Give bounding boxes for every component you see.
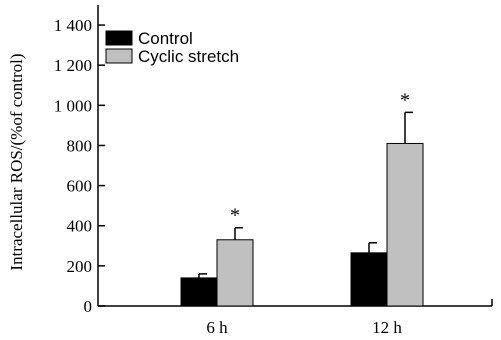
legend-label: Control xyxy=(138,29,193,48)
y-tick-label: 1 400 xyxy=(54,16,92,35)
legend-swatch-control xyxy=(105,30,133,46)
y-tick-label: 1 200 xyxy=(54,56,92,75)
bars xyxy=(180,142,424,307)
error-bars xyxy=(198,111,413,278)
y-tick-label: 200 xyxy=(67,257,93,276)
y-tick-label: 600 xyxy=(67,177,93,196)
bar-control xyxy=(350,252,388,307)
y-tick-label: 800 xyxy=(67,136,93,155)
y-axis-label: Intracellular ROS/(%of control) xyxy=(7,53,26,270)
significance-mark: * xyxy=(400,89,410,111)
y-tick-label: 400 xyxy=(67,217,93,236)
bar-cyclic-stretch xyxy=(386,142,424,307)
x-axis-ticks: 6 h 12 h xyxy=(206,318,402,337)
x-tick-label: 6 h xyxy=(206,318,228,337)
y-tick-label: 1 000 xyxy=(54,96,92,115)
significance-mark: * xyxy=(230,205,240,227)
bar-cyclic-stretch xyxy=(216,239,254,307)
axes xyxy=(97,5,493,307)
legend-swatch-cyclic-stretch xyxy=(105,48,133,64)
x-tick-label: 12 h xyxy=(372,318,402,337)
legend-label: Cyclic stretch xyxy=(138,47,239,66)
y-axis-ticks: 0 200 400 600 800 1 000 1 200 1 400 xyxy=(54,16,105,316)
y-tick-label: 0 xyxy=(84,297,93,316)
significance-marks: ** xyxy=(230,89,410,226)
bar-control xyxy=(180,277,218,307)
